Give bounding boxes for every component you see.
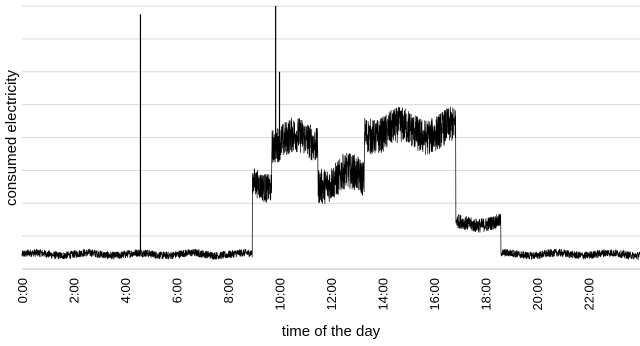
- x-tick-label: 12:00: [324, 278, 339, 311]
- x-tick-label: 20:00: [530, 278, 545, 311]
- x-tick-label: 6:00: [170, 278, 185, 303]
- x-tick-label: 8:00: [221, 278, 236, 303]
- x-tick-label: 4:00: [118, 278, 133, 303]
- x-axis-title: time of the day: [282, 323, 381, 340]
- x-tick-label: 18:00: [479, 278, 494, 311]
- plot-area: [21, 6, 640, 261]
- x-tick-label: 14:00: [376, 278, 391, 311]
- x-tick-label: 2:00: [67, 278, 82, 303]
- x-tick-label: 10:00: [273, 278, 288, 311]
- x-tick-label: 0:00: [15, 278, 30, 303]
- x-tick-label: 22:00: [582, 278, 597, 311]
- y-axis-title: consumed electricity: [3, 70, 20, 206]
- x-axis-ticks: 0:00 2:00 4:00 6:00 8:00 10:00 12:00 14:00 16:00…: [15, 278, 597, 311]
- gridlines: [22, 5, 640, 270]
- series-line: [21, 106, 640, 261]
- x-tick-label: 16:00: [427, 278, 442, 311]
